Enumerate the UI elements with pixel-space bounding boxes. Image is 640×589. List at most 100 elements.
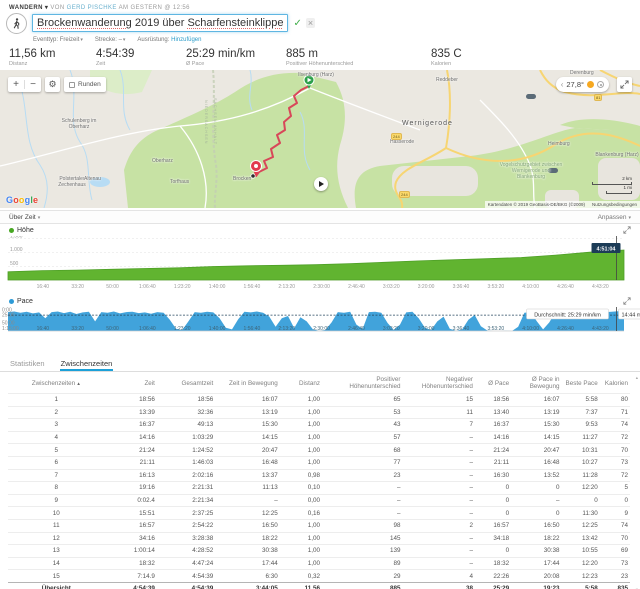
x-axis-mode-dropdown[interactable]: Über Zeit ▾ (9, 213, 41, 221)
column-header[interactable]: Distanz (298, 379, 320, 387)
cancel-title-button[interactable]: × (305, 18, 316, 28)
svg-text:14:44 min/km: 14:44 min/km (622, 312, 640, 318)
table-cell: 17:44 (511, 556, 562, 570)
table-cell: 32:36 (156, 405, 216, 419)
state-border-label: NIEDERSACHSEN (204, 100, 208, 145)
table-cell: 10:55 (561, 544, 600, 558)
column-header[interactable]: Zeit in Bewegung (229, 379, 278, 387)
table-cell: 71 (599, 405, 630, 419)
svg-text:4:10:00: 4:10:00 (522, 284, 539, 290)
stat-label: Kalorien (431, 61, 452, 67)
table-scroll-down[interactable]: ▾ (636, 587, 638, 589)
playback-button[interactable] (314, 177, 328, 191)
table-cell: 4 (8, 430, 105, 444)
zoom-in-button[interactable]: + (13, 79, 19, 90)
table-cell: 0,00 (279, 493, 322, 507)
elevation-chart-svg[interactable]: 1.500 1.000 500 16:40 33:20 50:00 1:06:40 1:23:… (0, 233, 640, 290)
map-fullscreen-button[interactable] (617, 77, 632, 92)
author-link[interactable]: GERD PISCHKE (66, 5, 117, 11)
customize-dropdown[interactable]: Anpassen ▾ (597, 213, 631, 221)
table-cell: 15:30 (511, 418, 562, 432)
map-settings-button[interactable]: ⚙ (45, 77, 60, 92)
table-cell: 3 (8, 418, 105, 432)
summary-cell: 835 (599, 581, 630, 589)
table-cell: – (215, 493, 280, 507)
activity-title-input[interactable]: Brockenwanderung 2019 über Scharfenstein… (32, 14, 289, 32)
table-cell: – (321, 481, 403, 495)
breadcrumb-von: VON (50, 5, 65, 11)
svg-text:1:56:40: 1:56:40 (244, 326, 261, 332)
collapse-weather-icon[interactable]: ‹ (560, 80, 564, 89)
column-header[interactable]: Zwischenzeiten ▲ (31, 379, 81, 387)
table-cell: 16:07 (511, 393, 562, 407)
column-header[interactable]: Negativer Höhenunterschied (421, 376, 473, 390)
temperature-value: 27,8° (566, 80, 584, 89)
laps-toggle[interactable]: Runden (64, 77, 106, 92)
column-header[interactable]: Ø Pace in Bewegung (529, 376, 560, 390)
column-header[interactable]: Gesamtzeit (181, 379, 214, 387)
svg-text:4:43:20: 4:43:20 (592, 284, 609, 290)
table-cell: – (511, 493, 562, 507)
table-cell: 1,00 (279, 518, 322, 533)
splits-table: Zwischenzeiten ▲ Zeit Gesamtzeit Zeit in Be… (8, 372, 630, 589)
column-header[interactable]: Kalorien (604, 379, 628, 387)
table-cell: 13 (8, 544, 105, 558)
table-cell: 65 (321, 393, 403, 407)
column-header[interactable]: Positiver Höhenunterschied (349, 376, 401, 390)
table-cell: 15 (8, 569, 105, 583)
elevation-expand-button[interactable] (623, 226, 631, 236)
table-cell: 11 (8, 518, 105, 533)
meta-value[interactable]: Freizeit (59, 36, 80, 43)
meta-add-link[interactable]: Hinzufügen (171, 36, 202, 43)
pace-expand-button[interactable] (623, 297, 631, 307)
logo-letter: l (30, 195, 34, 205)
table-cell: 0 (474, 544, 512, 558)
table-cell: 73 (599, 556, 630, 570)
map-scale: 2 km 1 mi (592, 176, 632, 194)
pace-area (8, 311, 624, 331)
tab-statistiken[interactable]: Statistiken (10, 359, 45, 368)
column-header[interactable]: Zeit (144, 379, 155, 387)
table-row: 1 18:56 18:56 16:07 1,00 65 15 18:56 16:07 5:58 80 (8, 393, 630, 407)
elevation-legend: Höhe (0, 224, 640, 236)
meta-value[interactable]: – (118, 36, 122, 43)
meta-item[interactable]: Ausrüstung: Hinzufügen (137, 37, 201, 43)
summary-cell: 25:29 (474, 581, 512, 589)
map[interactable]: Ilsenburg (Harz) Reddeber Derenburg Wernige… (0, 70, 640, 208)
table-cell: 1,00 (279, 455, 322, 470)
table-cell: 74 (599, 518, 630, 533)
table-cell: 14:15 (215, 430, 280, 444)
svg-text:0:00: 0:00 (2, 308, 12, 314)
laps-checkbox[interactable] (69, 81, 75, 88)
column-header[interactable]: Beste Pace (565, 379, 598, 387)
table-cell: 11:27 (561, 430, 600, 444)
terms-link[interactable]: Nutzungsbedingungen (591, 202, 637, 207)
weather-widget[interactable]: ‹ 27,8° (555, 77, 609, 92)
table-cell: 1 (8, 393, 105, 407)
table-cell: – (402, 544, 475, 558)
confirm-title-button[interactable]: ✓ (293, 17, 302, 29)
tab-zwischenzeiten[interactable]: Zwischenzeiten (59, 357, 114, 371)
table-cell: 1:46:03 (156, 455, 216, 470)
table-cell: 9 (599, 506, 630, 520)
meta-item[interactable]: Eventtyp: Freizeit▾ (33, 37, 83, 43)
table-cell: 21:24 (474, 443, 512, 457)
chevron-down-icon: ▾ (628, 214, 631, 221)
table-cell: 13:42 (561, 531, 600, 545)
table-cell: 6:30 (215, 569, 280, 583)
svg-text:1:40:00: 1:40:00 (209, 326, 226, 332)
breadcrumb: WANDERN ▾ VON GERD PISCHKE AM GESTERN @ … (0, 0, 640, 12)
table-cell: 7:14.9 (104, 569, 157, 583)
table-cell: 8 (8, 481, 105, 495)
google-logo[interactable]: Google (6, 195, 38, 205)
activity-type-dropdown[interactable]: WANDERN ▾ (9, 5, 49, 11)
table-cell: 30:38 (215, 544, 280, 558)
column-header[interactable]: Ø Pace (488, 379, 510, 387)
table-cell: 30:38 (511, 544, 562, 558)
table-scroll-up[interactable]: ▴ (635, 375, 638, 380)
stat-value: 885 m (286, 48, 318, 60)
table-row: 2 13:39 32:36 13:19 1,00 53 11 13:40 13:19 7:37 71 (8, 405, 630, 419)
meta-item[interactable]: Strecke: –▾ (95, 37, 126, 43)
zoom-out-button[interactable]: − (30, 79, 36, 90)
